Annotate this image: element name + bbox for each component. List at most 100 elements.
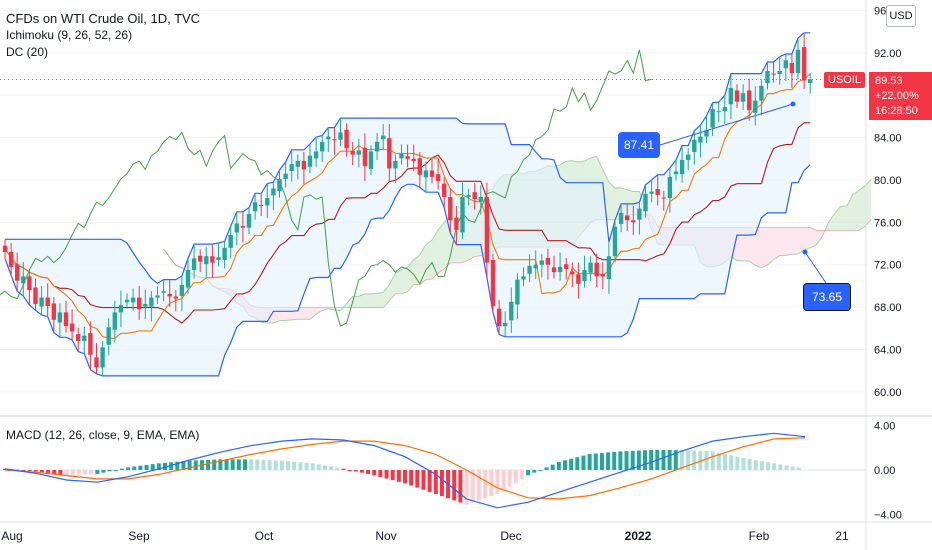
cloud-segment (852, 190, 859, 231)
candle-body (277, 178, 282, 192)
macd-histogram-bar (341, 468, 346, 470)
macd-histogram-bar (70, 470, 75, 476)
candle-body (521, 276, 526, 280)
candle-body (515, 279, 520, 305)
cloud-segment (804, 227, 811, 251)
macd-histogram-bar (144, 464, 149, 470)
price-callout-upper[interactable]: 87.41 (618, 132, 660, 158)
macd-histogram-bar (495, 470, 500, 494)
callout-line-lower (804, 251, 827, 284)
candle-body (649, 191, 654, 194)
macd-histogram-bar (501, 470, 506, 491)
currency-button[interactable]: USD (886, 5, 916, 27)
candle-body (137, 297, 142, 310)
macd-histogram-bar (575, 457, 580, 470)
candle-body (301, 160, 307, 170)
candle-body (100, 347, 105, 368)
macd-histogram-bar (286, 461, 291, 470)
macd-histogram-bar (359, 470, 364, 473)
macd-histogram-bar (679, 450, 684, 470)
macd-histogram-bar (304, 462, 309, 470)
candle-body (362, 147, 368, 167)
candle-body (734, 90, 740, 102)
candle-body (655, 189, 660, 195)
macd-histogram-bar (390, 470, 395, 481)
symbol-badge: USOIL (824, 72, 866, 88)
candle-body (39, 297, 44, 307)
macd-histogram-bar (193, 460, 198, 470)
candle-body (234, 223, 239, 233)
cloud-segment (779, 227, 786, 256)
macd-histogram-bar (569, 458, 574, 470)
candle-body (185, 270, 191, 288)
cloud-segment (755, 227, 762, 268)
macd-histogram-bar (630, 450, 635, 470)
candle-body (338, 132, 343, 140)
candle-body (51, 303, 56, 320)
cloud-segment (816, 230, 823, 246)
candle-body (533, 264, 538, 269)
macd-histogram-bar (279, 460, 284, 470)
candle-body (210, 256, 215, 263)
macd-histogram-bar (692, 450, 697, 470)
candle-body (271, 188, 276, 196)
signal-line (4, 437, 806, 500)
candle-body (704, 130, 709, 137)
candle-body (259, 204, 264, 206)
macd-histogram-bar (716, 452, 721, 470)
candle-body (454, 217, 459, 230)
macd-histogram-bar (378, 470, 383, 477)
macd-histogram-bar (796, 467, 801, 470)
macd-histogram-bar (661, 450, 666, 470)
macd-histogram-bar (759, 461, 764, 470)
macd-histogram-bar (316, 464, 321, 470)
candle-body (2, 245, 8, 253)
macd-histogram-bar (372, 470, 377, 476)
candle-body (509, 301, 514, 321)
candle-body (594, 262, 599, 277)
callout-line-upper (659, 103, 794, 146)
x-tick-label: 2022 (625, 529, 652, 543)
macd-histogram-bar (790, 466, 795, 470)
macd-histogram-bar (421, 470, 426, 490)
cloud-segment (432, 229, 439, 280)
candle-body (69, 323, 75, 332)
candle-body (222, 247, 227, 260)
candle-body (716, 111, 721, 113)
x-tick-label: Aug (1, 529, 22, 543)
macd-legend[interactable]: MACD (12, 26, close, 9, EMA, EMA) (6, 428, 200, 442)
price-callout-lower[interactable]: 73.65 (803, 283, 851, 311)
ichimoku-legend[interactable]: Ichimoku (9, 26, 52, 26) (6, 28, 133, 42)
macd-histogram-bar (403, 470, 407, 484)
candle-body (112, 312, 117, 330)
candle-body (27, 276, 32, 291)
macd-histogram-bar (119, 468, 124, 470)
candle-body (149, 297, 154, 307)
macd-histogram-bar (113, 470, 118, 471)
macd-histogram-bar (255, 459, 260, 470)
candle-body (600, 273, 605, 277)
chart-title: CFDs on WTI Crude Oil, 1D, TVC (6, 11, 201, 26)
bar-countdown: 16:28:50 (875, 105, 918, 117)
macd-histogram-bar (470, 470, 475, 503)
macd-histogram-bar (273, 460, 278, 470)
macd-histogram-bar (150, 464, 155, 470)
macd-histogram-bar (636, 450, 641, 470)
candle-body (82, 335, 87, 341)
macd-histogram-bar (292, 461, 297, 470)
candle-body (435, 174, 441, 182)
macd-histogram-bar (643, 450, 647, 470)
macd-histogram-bar (58, 470, 63, 475)
macd-histogram-bar (649, 450, 654, 470)
donchian-lower (4, 164, 811, 377)
macd-histogram-bar (175, 461, 180, 470)
macd-histogram-bar (563, 460, 567, 470)
candle-body (216, 257, 221, 260)
callout-dot-upper (790, 101, 796, 107)
macd-histogram-bar (95, 470, 100, 474)
donchian-legend[interactable]: DC (20) (6, 45, 49, 59)
cloud-segment (737, 227, 744, 261)
macd-histogram-bar (347, 470, 352, 471)
